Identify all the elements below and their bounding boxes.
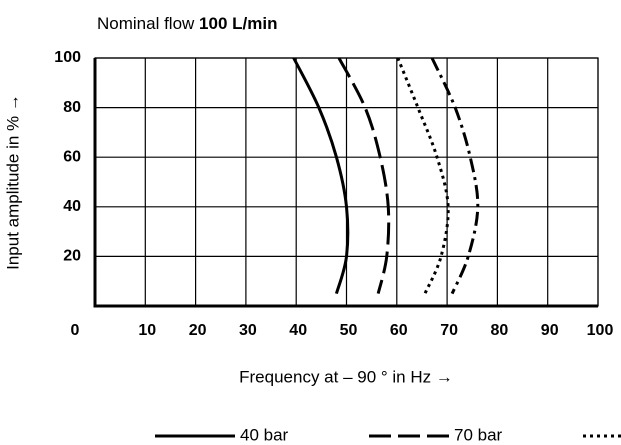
series-line — [396, 57, 450, 295]
legend-label: 70 bar — [454, 425, 503, 444]
x-tick-label: 80 — [491, 322, 509, 339]
y-tick-label: 20 — [63, 248, 81, 265]
y-tick-label: 40 — [63, 198, 81, 215]
y-tick-label: 80 — [63, 99, 81, 116]
x-tick-label: 70 — [440, 322, 458, 339]
x-tick-label: 0 — [71, 322, 80, 339]
title-emphasis: 100 L/min — [199, 14, 277, 33]
series-line — [430, 57, 480, 295]
legend-label: 40 bar — [240, 425, 289, 444]
y-axis-label: Input amplitude in % → — [3, 94, 22, 270]
x-tick-label: 10 — [138, 322, 156, 339]
x-tick-label: 100 — [587, 322, 614, 339]
title-text: Nominal flow — [97, 14, 195, 33]
x-axis-label: Frequency at – 90 ° in Hz → — [239, 367, 453, 386]
y-tick-label: 60 — [63, 148, 81, 165]
y-tick-label: 100 — [54, 49, 81, 66]
x-tick-label: 50 — [340, 322, 358, 339]
series-line — [292, 57, 350, 295]
x-tick-label: 60 — [390, 322, 408, 339]
x-tick-label: 20 — [189, 322, 207, 339]
x-tick-label: 90 — [541, 322, 559, 339]
series-line — [337, 57, 391, 294]
chart-title: Nominal flow 100 L/min — [97, 14, 277, 33]
x-tick-label: 30 — [239, 322, 257, 339]
x-tick-label: 40 — [289, 322, 307, 339]
